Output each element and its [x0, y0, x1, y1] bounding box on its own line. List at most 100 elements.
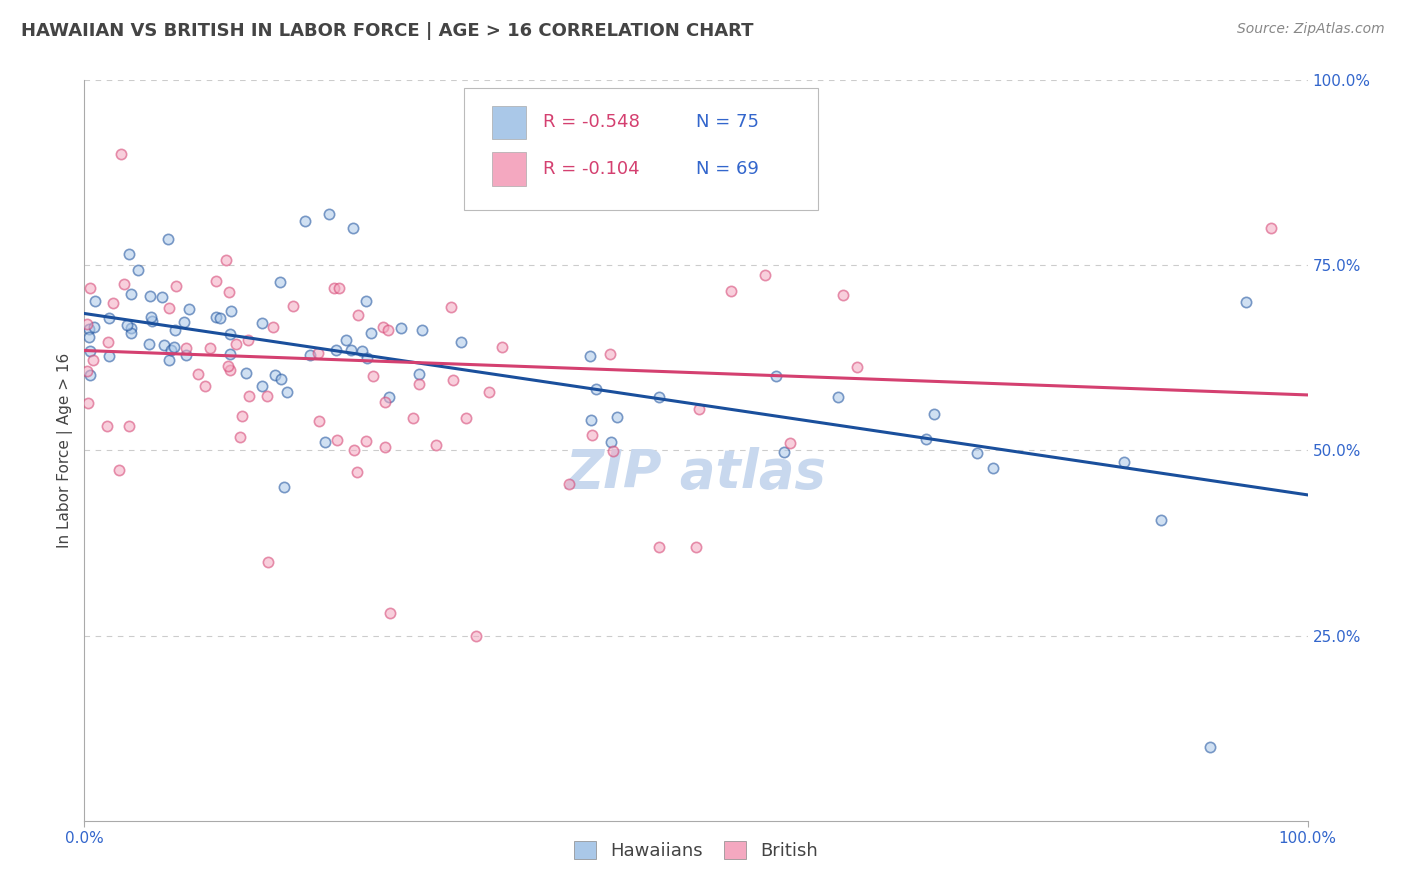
Point — [966, 445, 988, 459]
Point — [98, 349, 121, 363]
Point — [340, 343, 363, 357]
Point — [328, 281, 350, 295]
Point — [464, 628, 486, 642]
Point — [159, 353, 181, 368]
Text: HAWAIIAN VS BRITISH IN LABOR FORCE | AGE > 16 CORRELATION CHART: HAWAIIAN VS BRITISH IN LABOR FORCE | AGE… — [21, 22, 754, 40]
Point — [374, 395, 396, 409]
Point — [83, 319, 105, 334]
Point — [208, 310, 231, 325]
Point — [298, 347, 321, 361]
Point — [200, 341, 222, 355]
Point — [307, 346, 329, 360]
Point — [276, 385, 298, 400]
Point — [256, 389, 278, 403]
Text: N = 75: N = 75 — [696, 113, 759, 131]
Point — [408, 367, 430, 381]
Point — [229, 430, 252, 444]
Point — [347, 308, 370, 322]
Point — [120, 287, 142, 301]
Point — [264, 368, 287, 382]
Point — [103, 296, 125, 310]
Point — [441, 373, 464, 387]
Point — [270, 372, 292, 386]
Point — [138, 336, 160, 351]
FancyBboxPatch shape — [492, 153, 526, 186]
Point — [342, 221, 364, 235]
Point — [96, 418, 118, 433]
Point — [981, 460, 1004, 475]
Point — [346, 466, 368, 480]
Point — [257, 555, 280, 569]
Point — [361, 369, 384, 384]
Point — [219, 347, 242, 361]
Point — [408, 376, 430, 391]
Point — [389, 320, 412, 334]
Point — [1114, 455, 1136, 469]
Point — [187, 368, 209, 382]
Point — [76, 317, 98, 331]
Point — [585, 382, 607, 396]
Point — [377, 323, 399, 337]
Point — [411, 322, 433, 336]
Point — [374, 440, 396, 454]
Point — [236, 333, 259, 347]
Point — [326, 434, 349, 448]
Point — [325, 343, 347, 357]
Point — [150, 290, 173, 304]
Point — [205, 274, 228, 288]
Point — [380, 607, 402, 621]
Point — [157, 301, 180, 315]
Point — [79, 281, 101, 295]
Point — [115, 318, 138, 333]
Point — [356, 351, 378, 365]
Point — [112, 277, 135, 292]
Point — [557, 477, 579, 491]
Point — [269, 275, 291, 289]
Y-axis label: In Labor Force | Age > 16: In Labor Force | Age > 16 — [58, 353, 73, 548]
Point — [252, 379, 274, 393]
Point — [219, 304, 242, 318]
Point — [84, 293, 107, 308]
Text: R = -0.104: R = -0.104 — [543, 161, 640, 178]
Point — [354, 434, 377, 449]
Point — [599, 346, 621, 360]
Point — [1198, 739, 1220, 754]
Point — [177, 301, 200, 316]
Point — [579, 349, 602, 363]
Point — [314, 434, 336, 449]
Point — [294, 214, 316, 228]
Point — [157, 232, 180, 246]
Point — [308, 414, 330, 428]
Point — [118, 247, 141, 261]
Point — [152, 338, 174, 352]
Point — [318, 206, 340, 220]
Point — [127, 263, 149, 277]
Text: Source: ZipAtlas.com: Source: ZipAtlas.com — [1237, 22, 1385, 37]
Point — [915, 432, 938, 446]
Point — [335, 333, 357, 347]
Point — [1236, 295, 1258, 310]
Point — [581, 427, 603, 442]
Point — [342, 443, 364, 458]
Point — [581, 413, 603, 427]
Point — [120, 321, 142, 335]
Point — [77, 396, 100, 410]
Point — [273, 480, 295, 494]
Point — [165, 323, 187, 337]
Point — [218, 285, 240, 299]
Point — [688, 401, 710, 416]
Point — [217, 359, 239, 373]
Point — [163, 340, 186, 354]
Point — [173, 315, 195, 329]
Point — [648, 391, 671, 405]
Point — [76, 364, 98, 378]
Point — [139, 289, 162, 303]
Point — [110, 147, 132, 161]
Point — [602, 444, 624, 458]
Point — [219, 326, 242, 341]
Point — [159, 343, 181, 357]
Point — [354, 293, 377, 308]
Point — [174, 348, 197, 362]
Point — [378, 390, 401, 404]
Point — [98, 310, 121, 325]
